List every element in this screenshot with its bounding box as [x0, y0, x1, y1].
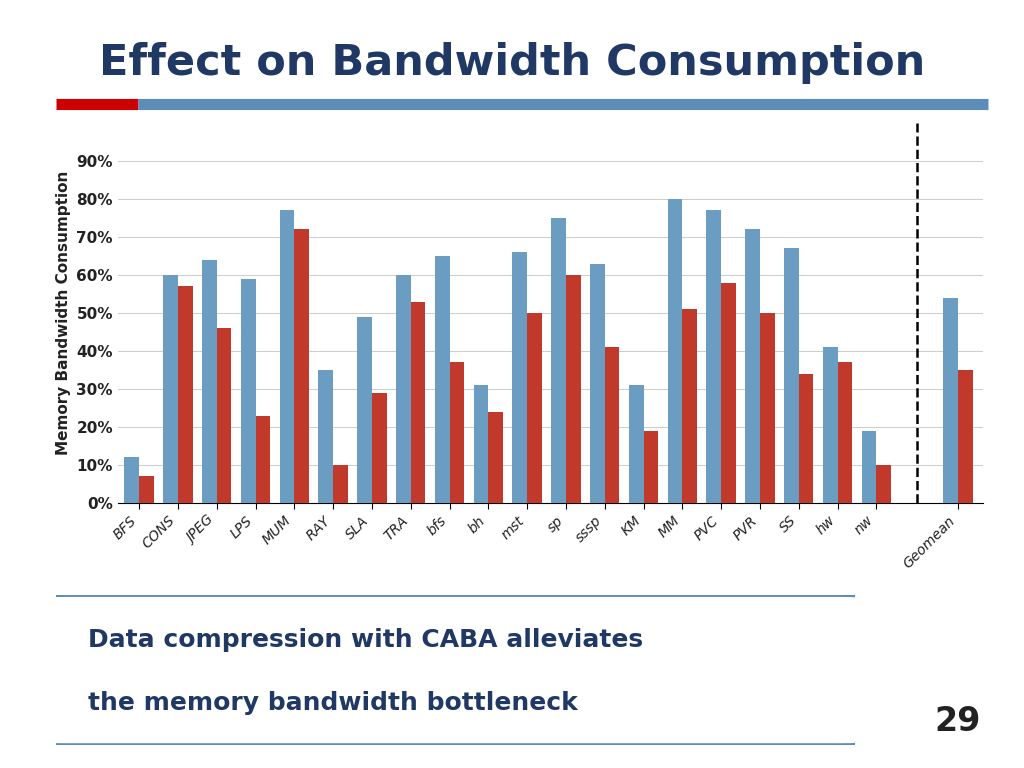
Bar: [294, 230, 309, 503]
Bar: [256, 415, 270, 503]
Bar: [202, 260, 217, 503]
Text: Effect on Bandwidth Consumption: Effect on Bandwidth Consumption: [99, 42, 925, 84]
Bar: [333, 465, 348, 503]
Bar: [411, 302, 425, 503]
Bar: [163, 275, 178, 503]
Bar: [784, 248, 799, 503]
Bar: [605, 347, 620, 503]
Bar: [707, 210, 721, 503]
Bar: [943, 298, 957, 503]
Bar: [473, 386, 488, 503]
Bar: [139, 476, 154, 503]
Bar: [799, 374, 813, 503]
Bar: [217, 328, 231, 503]
Bar: [357, 316, 372, 503]
Bar: [957, 370, 973, 503]
Bar: [861, 431, 877, 503]
Bar: [566, 275, 581, 503]
Legend: Baseline, CABA-BDI: Baseline, CABA-BDI: [298, 658, 665, 680]
Bar: [512, 252, 527, 503]
Bar: [450, 362, 464, 503]
Bar: [241, 279, 256, 503]
Bar: [178, 286, 193, 503]
Bar: [372, 392, 387, 503]
Bar: [823, 347, 838, 503]
Bar: [877, 465, 891, 503]
FancyBboxPatch shape: [33, 595, 874, 745]
Bar: [643, 431, 658, 503]
Bar: [488, 412, 503, 503]
Bar: [280, 210, 294, 503]
Text: the memory bandwidth bottleneck: the memory bandwidth bottleneck: [88, 691, 578, 715]
Bar: [745, 230, 760, 503]
Bar: [590, 263, 605, 503]
Bar: [668, 199, 682, 503]
Bar: [551, 218, 566, 503]
Bar: [396, 275, 411, 503]
Bar: [629, 386, 643, 503]
Bar: [682, 310, 697, 503]
Text: Data compression with CABA alleviates: Data compression with CABA alleviates: [88, 628, 643, 652]
Bar: [527, 313, 542, 503]
Text: 29: 29: [934, 706, 981, 738]
Bar: [760, 313, 775, 503]
Bar: [838, 362, 852, 503]
Y-axis label: Memory Bandwidth Consumption: Memory Bandwidth Consumption: [55, 170, 71, 455]
Bar: [435, 256, 450, 503]
Bar: [124, 458, 139, 503]
Bar: [721, 283, 736, 503]
Bar: [318, 370, 333, 503]
